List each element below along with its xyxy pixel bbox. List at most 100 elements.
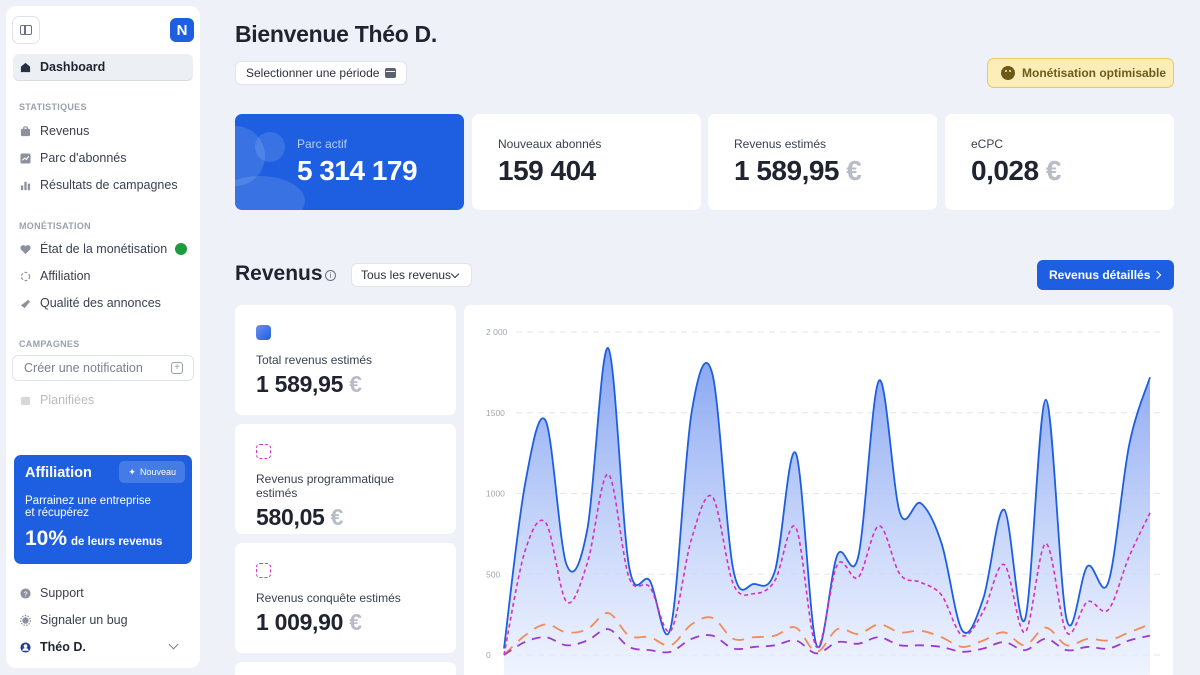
series-purple-line	[503, 628, 1151, 656]
bar-chart-icon	[20, 181, 31, 190]
affiliation-text-line2: et récupérez	[25, 507, 89, 519]
sidebar-item-qualite-annonces[interactable]: Qualité des annonces	[13, 290, 193, 316]
revenus-filter-dropdown[interactable]: Tous les revenus	[351, 263, 472, 287]
decorative-shape	[235, 176, 305, 210]
sidebar-item-etat-monetisation[interactable]: État de la monétisation	[13, 236, 193, 262]
revenus-card-label: Revenus programmatique estimés	[256, 472, 395, 500]
help-circle-icon: ?	[20, 587, 31, 599]
series-programmatique-line	[503, 473, 1151, 656]
status-ok-smile-icon	[175, 243, 187, 255]
sidebar-item-support[interactable]: ? Support	[13, 580, 193, 606]
affiliation-text-line1: Parrainez une entreprise	[25, 495, 151, 507]
sidebar-item-report-bug[interactable]: Signaler un bug	[13, 607, 193, 633]
sidebar-item-label: Revenus	[40, 124, 90, 138]
currency-symbol: €	[349, 371, 362, 397]
home-icon	[20, 62, 31, 72]
chevron-down-icon	[168, 639, 179, 650]
section-title-campaigns: CAMPAGNES	[19, 339, 80, 349]
currency-symbol: €	[330, 504, 344, 530]
sidebar-item-label: Signaler un bug	[40, 613, 128, 627]
create-notification-label: Créer une notification	[24, 361, 143, 375]
decorative-shape	[255, 132, 285, 162]
revenus-filter-label: Tous les revenus	[361, 268, 452, 282]
currency-symbol: €	[349, 609, 362, 635]
y-tick-label: 1000	[486, 489, 505, 499]
section-title-monetisation: MONÉTISATION	[19, 221, 91, 231]
revenus-details-button[interactable]: Revenus détaillés	[1037, 260, 1174, 290]
create-notification-button[interactable]: Créer une notification +	[12, 355, 194, 381]
kpi-value: 159 404	[498, 155, 596, 186]
revenus-card-value: 1 009,90	[256, 609, 344, 635]
app-logo[interactable]: N	[170, 18, 194, 42]
kpi-value: 1 589,95	[734, 155, 840, 186]
bug-gear-icon	[20, 614, 31, 626]
sidebar-item-dashboard[interactable]: Dashboard	[13, 54, 193, 80]
revenus-card-partial	[235, 662, 456, 675]
sidebar: N Dashboard STATISTIQUES Revenus Parc d'…	[6, 6, 200, 668]
kpi-card-revenus-estimes[interactable]: Revenus estimés 1 589,95 €	[708, 114, 937, 210]
sidebar-item-revenus[interactable]: Revenus	[13, 118, 193, 144]
revenus-card-value-row: 580,05 €	[256, 504, 435, 531]
affiliation-promo-card[interactable]: Affiliation ✦ Nouveau Parrainez une entr…	[14, 455, 192, 564]
sidebar-item-label: Support	[40, 586, 84, 600]
affiliation-offer-text: de leurs revenus	[71, 536, 163, 548]
kpi-label: Revenus estimés	[734, 137, 827, 151]
period-selector-button[interactable]: Selectionner une période	[235, 61, 408, 85]
kpi-card-parc-actif[interactable]: Parc actif 5 314 179	[235, 114, 464, 210]
revenus-card-value: 1 589,95	[256, 371, 344, 397]
y-tick-label: 0	[486, 650, 491, 660]
sidebar-toggle-button[interactable]	[12, 16, 40, 44]
kpi-value-row: 1 589,95 €	[734, 155, 911, 187]
trend-chart-icon	[20, 152, 31, 164]
sidebar-item-affiliation[interactable]: Affiliation	[13, 263, 193, 289]
chevron-right-icon	[1152, 270, 1162, 280]
revenus-card-conquete[interactable]: Revenus conquête estimés 1 009,90 €	[235, 543, 456, 653]
svg-text:?: ?	[23, 589, 27, 598]
y-tick-label: 1500	[486, 408, 505, 418]
revenus-card-value-row: 1 589,95 €	[256, 371, 435, 398]
briefcase-icon	[20, 125, 31, 136]
kpi-value-row: 0,028 €	[971, 155, 1148, 187]
info-icon[interactable]: i	[325, 270, 336, 281]
calendar-icon	[20, 396, 31, 405]
sidebar-item-planifiees[interactable]: Planifiées	[13, 387, 193, 413]
heart-pulse-icon	[20, 244, 31, 254]
chevron-down-icon	[450, 269, 460, 279]
revenus-card-value: 580,05	[256, 504, 325, 530]
user-avatar-icon	[20, 641, 31, 653]
affiliation-percent: 10%	[25, 527, 68, 550]
revenus-section-title: Revenus	[235, 262, 323, 285]
revenus-area-chart: 2 000 1500 1000 500 0	[486, 327, 1164, 675]
share-circle-icon	[20, 271, 31, 281]
sidebar-item-resultats-campagnes[interactable]: Résultats de campagnes	[13, 172, 193, 198]
monetisation-status-button[interactable]: Monétisation optimisable	[987, 58, 1174, 88]
kpi-card-nouveaux-abonnes[interactable]: Nouveaux abonnés 159 404	[472, 114, 701, 210]
kpi-label: Parc actif	[297, 137, 348, 151]
revenus-card-total[interactable]: Total revenus estimés 1 589,95 €	[235, 305, 456, 415]
sidebar-item-label: Qualité des annonces	[40, 296, 161, 310]
revenus-card-value-row: 1 009,90 €	[256, 609, 435, 636]
section-title-stats: STATISTIQUES	[19, 102, 87, 112]
sidebar-item-parc-abonnes[interactable]: Parc d'abonnés	[13, 145, 193, 171]
kpi-card-ecpc[interactable]: eCPC 0,028 €	[945, 114, 1174, 210]
page-title: Bienvenue Théo D.	[235, 21, 437, 47]
legend-solid-area-icon	[256, 325, 271, 340]
revenus-card-programmatique[interactable]: Revenus programmatique estimés 580,05 €	[235, 424, 456, 534]
user-menu[interactable]: Théo D.	[13, 634, 193, 660]
affiliation-card-text: Parrainez une entreprise et récupérez	[25, 495, 181, 519]
currency-symbol: €	[846, 155, 862, 186]
series-total-revenus-area	[504, 347, 1150, 675]
series-total-revenus-line	[503, 347, 1151, 649]
monetisation-status-label: Monétisation optimisable	[1022, 66, 1167, 80]
sidebar-item-label: Parc d'abonnés	[40, 151, 127, 165]
affiliation-offer: 10% de leurs revenus	[25, 527, 181, 551]
sidebar-item-label: Dashboard	[40, 60, 106, 74]
currency-symbol: €	[1045, 155, 1062, 186]
series-orange-line	[503, 612, 1151, 656]
legend-dashed-pink-icon	[256, 563, 271, 578]
period-selector-label: Selectionner une période	[246, 66, 380, 80]
sidebar-item-label: État de la monétisation	[40, 242, 168, 256]
y-tick-label: 500	[486, 569, 500, 579]
y-tick-label: 2 000	[486, 327, 508, 337]
new-badge-label: Nouveau	[139, 467, 176, 477]
